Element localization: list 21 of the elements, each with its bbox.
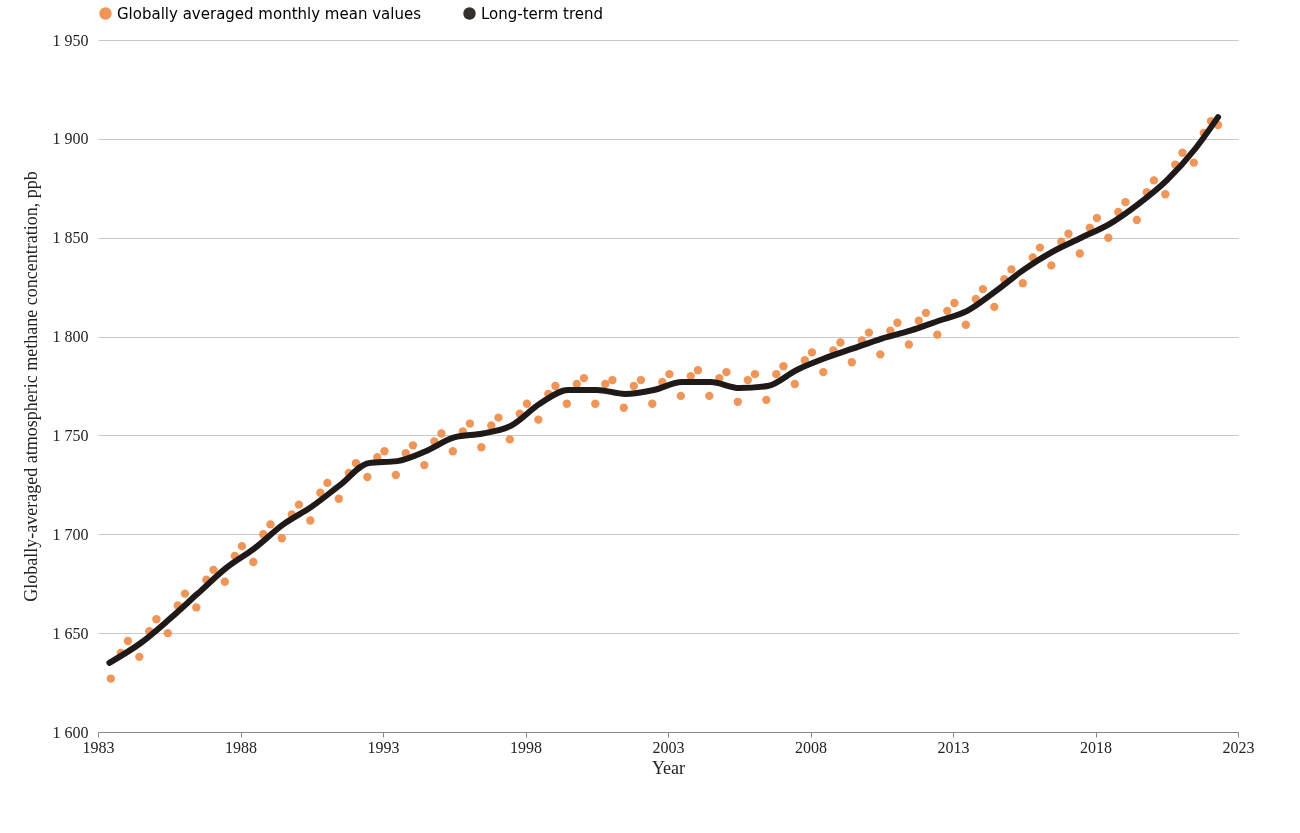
x-tick-label: 1988 (225, 738, 257, 756)
x-tick-label: 2013 (937, 738, 970, 756)
y-tick-label: 1 950 (52, 31, 89, 49)
legend-label: Globally averaged monthly mean values (117, 4, 422, 23)
y-tick-label: 1 600 (52, 723, 89, 741)
y-tick-label: 1 850 (52, 229, 89, 247)
x-tick-label: 1993 (367, 738, 400, 756)
y-tick-label: 1 650 (52, 624, 89, 642)
x-axis-title: Year (651, 757, 686, 778)
x-tick-label: 1998 (510, 738, 542, 756)
legend-label: Long-term trend (481, 4, 604, 23)
x-tick-label: 2008 (795, 738, 827, 756)
y-tick-label: 1 900 (52, 130, 89, 148)
y-axis-title: Globally-averaged atmospheric methane concentration, ppb (20, 171, 41, 602)
x-tick-label: 2023 (1222, 738, 1255, 756)
y-tick-label: 1 800 (52, 328, 89, 346)
x-tick-label: 2018 (1080, 738, 1112, 756)
x-tick-label: 2003 (652, 738, 685, 756)
y-tick-label: 1 750 (52, 426, 89, 444)
x-tick-label: 1983 (82, 738, 115, 756)
y-tick-label: 1 700 (52, 525, 89, 543)
